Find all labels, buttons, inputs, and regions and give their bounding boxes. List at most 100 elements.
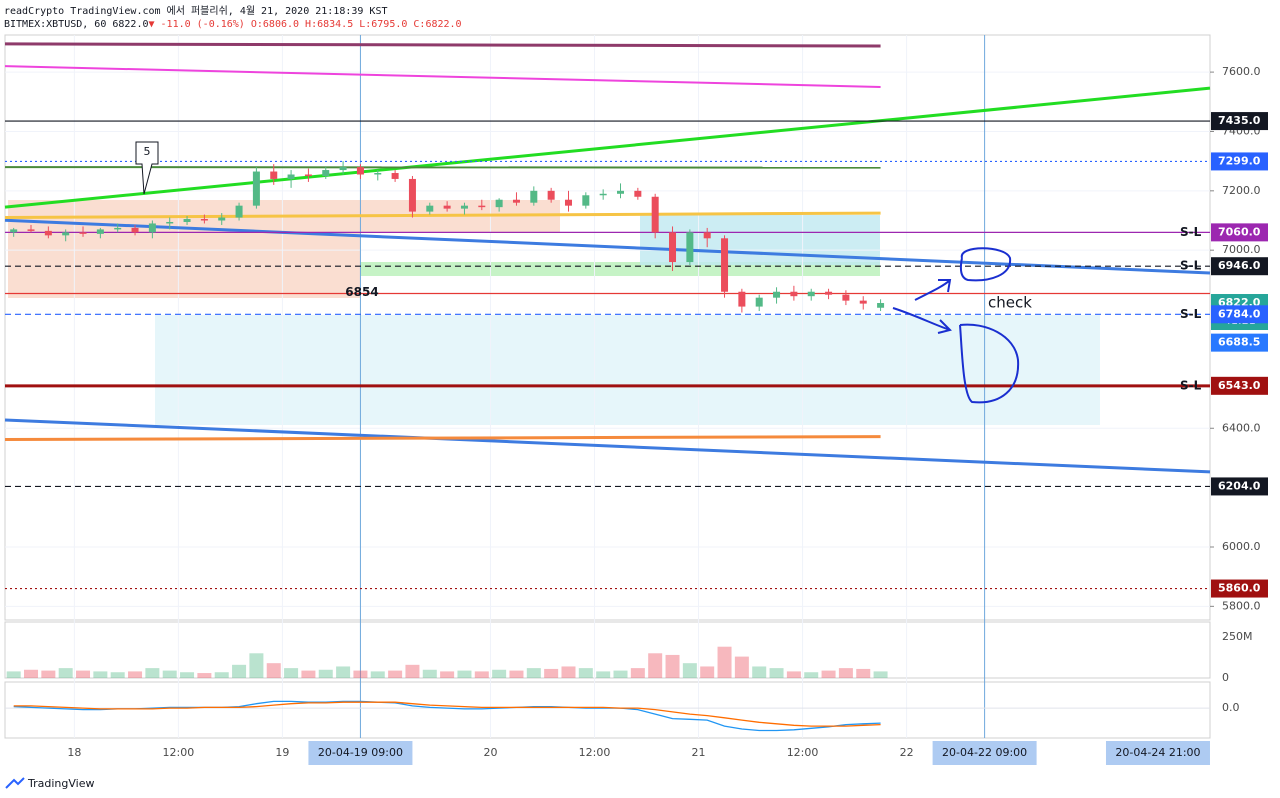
candle-body bbox=[426, 205, 434, 212]
volume-bar bbox=[422, 669, 437, 678]
volume-bar bbox=[544, 668, 559, 678]
candle-body bbox=[617, 190, 625, 194]
time-marker-box bbox=[308, 741, 413, 765]
trend-line bbox=[4, 65, 881, 88]
annotations: 5 check bbox=[135, 141, 1032, 404]
candle-body bbox=[166, 221, 174, 224]
time-marker-label: 20-04-24 21:00 bbox=[1115, 746, 1200, 759]
symbol: BITMEX:XBTUSD, 60 6822.0▼ -11.0 (-0.16%)… bbox=[4, 19, 462, 30]
volume-bar bbox=[128, 671, 143, 678]
candle-body bbox=[547, 190, 555, 200]
volume-bar bbox=[821, 670, 836, 678]
candle-body bbox=[356, 167, 364, 175]
volume-bar bbox=[266, 663, 281, 678]
price-tag bbox=[1211, 305, 1268, 324]
drawn-shape bbox=[959, 323, 1020, 404]
candle-body bbox=[877, 303, 885, 308]
volume-bar bbox=[856, 668, 871, 678]
candle-body bbox=[564, 199, 572, 206]
volume-bar bbox=[682, 663, 697, 678]
volume-bar bbox=[665, 654, 680, 678]
candle-body bbox=[96, 229, 104, 234]
volume-bar bbox=[24, 669, 39, 678]
trend-line bbox=[4, 418, 1211, 474]
candle-body bbox=[200, 219, 208, 221]
volume-bar bbox=[474, 671, 489, 678]
candle-body bbox=[322, 170, 330, 176]
ohlc: O:6806.0 H:6834.5 L:6795.0 C:6822.0 bbox=[251, 19, 462, 30]
volume-bar bbox=[388, 670, 403, 678]
level-note: S-L bbox=[1180, 307, 1202, 321]
y-tick-label: 7000.0 bbox=[1222, 243, 1261, 256]
trend-line bbox=[4, 86, 1211, 209]
candle-body bbox=[131, 227, 139, 233]
panes bbox=[4, 34, 1211, 739]
symbol-text: BITMEX:XBTUSD, 60 6822.0 bbox=[4, 19, 149, 30]
level-note: S-L bbox=[1180, 225, 1202, 239]
plot: 18 12:00 19 20 12:00 21 12:00 227600.07400.0720… bbox=[4, 35, 1268, 765]
volume-bar bbox=[214, 672, 229, 678]
candle-body bbox=[512, 199, 520, 203]
volume-bar bbox=[509, 670, 524, 678]
signal-line bbox=[13, 701, 881, 727]
volume-bar bbox=[336, 666, 351, 678]
candle-body bbox=[669, 232, 677, 263]
candle-body bbox=[27, 229, 35, 231]
candle-body bbox=[686, 232, 694, 263]
trend-line bbox=[4, 211, 881, 220]
x-tick-label: 12:00 bbox=[787, 746, 819, 759]
price-tag bbox=[1211, 112, 1268, 131]
price-tag-label: 6204.0 bbox=[1218, 479, 1261, 492]
price-tag bbox=[1211, 333, 1268, 352]
candle-body bbox=[842, 294, 850, 301]
volume-bar bbox=[180, 672, 195, 678]
volume-bar bbox=[700, 666, 715, 678]
trend-line bbox=[4, 42, 881, 48]
time-marker-label: 20-04-19 09:00 bbox=[318, 746, 403, 759]
volume-bar bbox=[232, 664, 247, 678]
volume-bar bbox=[561, 666, 576, 678]
candle-body bbox=[44, 230, 52, 236]
candle-body bbox=[304, 174, 312, 176]
candle-body bbox=[460, 205, 468, 209]
candle-body bbox=[287, 174, 295, 179]
price-tag bbox=[1211, 223, 1268, 242]
y-tick-label: 7200.0 bbox=[1222, 184, 1261, 197]
candle-body bbox=[582, 195, 590, 206]
volume-bar bbox=[110, 672, 125, 678]
volume-bar bbox=[804, 672, 819, 678]
price-tag-label: 6688.5 bbox=[1218, 336, 1260, 349]
volume-bar bbox=[873, 671, 888, 678]
price-tag-label: 6784.0 bbox=[1218, 307, 1261, 320]
change: ▼ -11.0 (-0.16%) bbox=[149, 19, 245, 30]
candle-body bbox=[218, 217, 226, 221]
price-tag-label: 6946.0 bbox=[1218, 259, 1261, 272]
level-label: 6854 bbox=[345, 285, 378, 299]
price-pane bbox=[4, 34, 1211, 621]
candle-body bbox=[339, 167, 347, 171]
drawn-arrow-down bbox=[892, 307, 952, 334]
candle-body bbox=[495, 199, 503, 208]
price-tag bbox=[1211, 257, 1268, 276]
volume-pane bbox=[4, 621, 1211, 679]
volume-bar bbox=[353, 670, 368, 678]
candle-body bbox=[738, 291, 746, 307]
candle-body bbox=[408, 178, 416, 212]
candle-body bbox=[807, 291, 815, 297]
x-tick-label: 18 bbox=[67, 746, 81, 759]
volume-bar bbox=[405, 664, 420, 678]
volume-tick-label: 0 bbox=[1222, 671, 1229, 684]
volume-bar bbox=[440, 671, 455, 678]
time-marker-box bbox=[932, 741, 1037, 765]
volume-bar bbox=[370, 671, 385, 678]
price-tag-label: 5860.0 bbox=[1218, 582, 1261, 595]
volume-bar bbox=[752, 666, 767, 678]
candle-body bbox=[790, 291, 798, 297]
candle-body bbox=[859, 300, 867, 304]
callout-text: 5 bbox=[144, 145, 151, 158]
price-tag-label: 7060.0 bbox=[1218, 225, 1261, 238]
y-tick-label: 6400.0 bbox=[1222, 421, 1261, 434]
price-tag bbox=[1211, 579, 1268, 598]
candle-body bbox=[183, 219, 191, 222]
